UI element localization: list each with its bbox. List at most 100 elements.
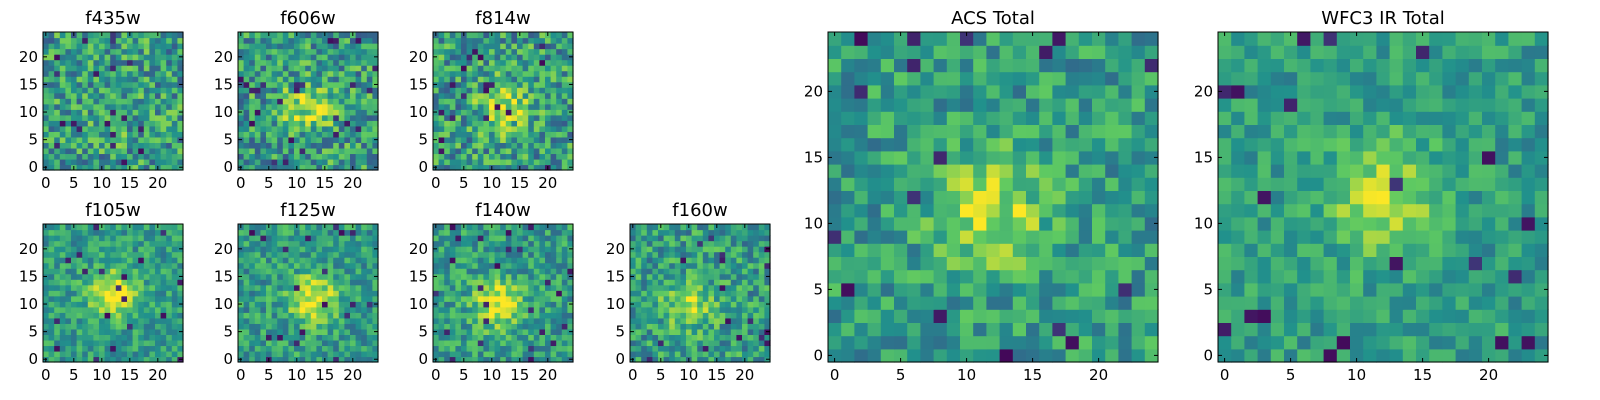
pixel-cell — [477, 87, 484, 94]
pixel-cell — [48, 323, 55, 330]
pixel-cell — [545, 142, 552, 149]
pixel-cell — [372, 32, 379, 39]
pixel-cell — [355, 120, 362, 127]
pixel-cell — [266, 317, 273, 324]
pixel-cell — [149, 328, 156, 335]
pixel-cell — [702, 295, 709, 302]
pixel-cell — [238, 125, 245, 132]
pixel-cell — [76, 136, 83, 143]
pixel-cell — [254, 103, 261, 110]
pixel-cell — [260, 54, 267, 61]
pixel-cell — [556, 317, 563, 324]
pixel-cell — [355, 240, 362, 247]
pixel-cell — [322, 65, 329, 72]
pixel-cell — [65, 262, 72, 269]
pixel-cell — [894, 296, 908, 310]
pixel-cell — [143, 290, 150, 297]
pixel-cell — [238, 251, 245, 258]
pixel-cell — [556, 246, 563, 253]
pixel-cell — [708, 317, 715, 324]
pixel-cell — [973, 309, 987, 323]
pixel-cell — [288, 48, 295, 55]
pixel-cell — [110, 125, 117, 132]
pixel-cell — [149, 290, 156, 297]
pixel-cell — [355, 103, 362, 110]
pixel-cell — [249, 54, 256, 61]
pixel-cell — [266, 273, 273, 280]
pixel-cell — [742, 268, 749, 275]
pixel-cell — [277, 339, 284, 347]
x-tick-label: 15 — [510, 174, 529, 192]
pixel-cell — [483, 103, 490, 110]
pixel-cell — [522, 290, 529, 297]
pixel-cell — [344, 98, 351, 105]
pixel-cell — [243, 59, 250, 66]
pixel-cell — [483, 251, 490, 258]
pixel-cell — [149, 54, 156, 61]
pixel-cell — [43, 345, 50, 352]
pixel-cell — [1078, 164, 1093, 178]
pixel-cell — [110, 306, 117, 313]
pixel-cell — [550, 279, 557, 286]
pixel-cell — [282, 312, 289, 319]
pixel-cell — [322, 306, 329, 313]
pixel-cell — [87, 334, 94, 341]
pixel-cell — [350, 246, 357, 253]
pixel-cell — [115, 350, 122, 358]
pixel-cell — [271, 32, 278, 39]
pixel-cell — [483, 279, 490, 286]
pixel-cell — [867, 296, 882, 310]
pixel-cell — [483, 65, 490, 72]
pixel-cell — [166, 345, 173, 352]
pixel-cell — [344, 136, 351, 143]
pixel-cell — [494, 268, 501, 275]
pixel-cell — [545, 279, 552, 286]
pixel-cell — [238, 59, 245, 66]
pixel-cell — [65, 131, 72, 138]
pixel-cell — [87, 125, 94, 132]
pixel-cell — [494, 350, 501, 358]
pixel-cell — [483, 131, 490, 138]
pixel-cell — [567, 153, 574, 160]
pixel-cell — [344, 240, 351, 247]
pixel-cell — [736, 279, 743, 286]
pixel-cell — [322, 136, 329, 143]
pixel-cell — [288, 229, 295, 236]
pixel-cell — [472, 306, 479, 313]
pixel-cell — [511, 356, 518, 363]
pixel-cell — [511, 59, 518, 66]
pixel-cell — [338, 32, 345, 39]
pixel-cell — [522, 251, 529, 258]
pixel-cell — [322, 92, 329, 99]
pixel-cell — [361, 65, 368, 72]
pixel-cell — [444, 125, 451, 132]
pixel-cell — [310, 328, 317, 335]
pixel-cell — [138, 114, 145, 121]
pixel-cell — [1052, 216, 1067, 231]
pixel-cell — [76, 235, 83, 242]
pixel-cell — [355, 229, 362, 236]
pixel-cell — [505, 87, 512, 94]
pixel-cell — [310, 251, 317, 258]
pixel-cell — [528, 70, 535, 77]
pixel-cell — [736, 301, 743, 308]
pixel-cell — [758, 345, 765, 352]
pixel-cell — [138, 70, 145, 77]
pixel-cell — [680, 339, 687, 347]
pixel-cell — [697, 229, 704, 236]
pixel-cell — [433, 317, 440, 324]
pixel-cell — [305, 240, 312, 247]
pixel-cell — [350, 350, 357, 358]
pixel-cell — [658, 317, 665, 324]
pixel-cell — [477, 229, 484, 236]
pixel-cell — [322, 273, 329, 280]
pixel-cell — [697, 290, 704, 297]
pixel-cell — [533, 37, 540, 44]
pixel-cell — [561, 350, 568, 358]
pixel-cell — [171, 290, 178, 297]
pixel-cell — [54, 76, 61, 83]
pixel-cell — [556, 251, 563, 258]
pixel-cell — [299, 251, 306, 258]
pixel-cell — [361, 251, 368, 258]
pixel-cell — [708, 235, 715, 242]
